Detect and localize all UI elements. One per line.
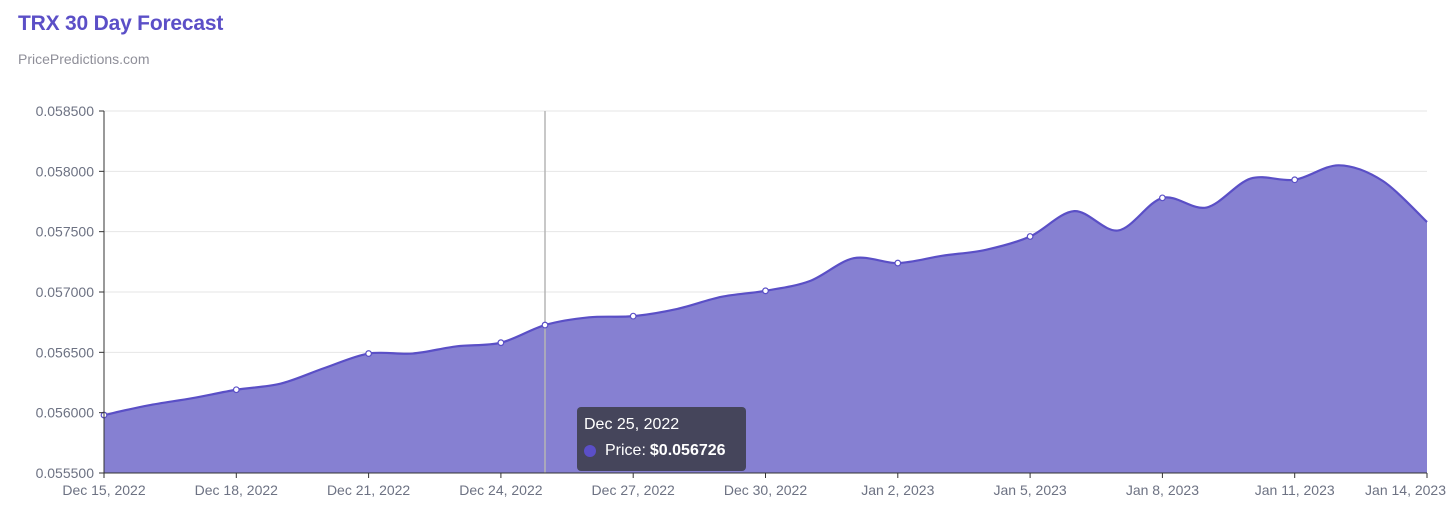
data-point[interactable] [1291, 176, 1299, 184]
x-tick-label: Dec 30, 2022 [724, 482, 807, 498]
tooltip-value: $0.056726 [649, 442, 726, 459]
x-tick-label: Dec 18, 2022 [195, 482, 278, 498]
x-tick-label: Jan 5, 2023 [994, 482, 1067, 498]
data-markers [100, 176, 1299, 419]
x-tick-label: Jan 8, 2023 [1126, 482, 1199, 498]
series-dot-icon [584, 445, 596, 457]
y-tick-label: 0.057000 [36, 284, 95, 300]
data-point[interactable] [232, 386, 240, 394]
y-tick-labels: 0.055500 0.056000 0.056500 0.057000 0.057500… [36, 103, 95, 481]
y-tick-label: 0.058500 [36, 103, 95, 119]
tooltip-label: Price: [605, 442, 646, 459]
data-point[interactable] [541, 321, 549, 329]
y-tick-label: 0.057500 [36, 224, 95, 240]
data-point[interactable] [762, 287, 769, 295]
data-point[interactable] [629, 312, 637, 320]
price-area [104, 165, 1427, 474]
x-tick-label: Dec 21, 2022 [327, 482, 410, 498]
x-tick-label: Jan 14, 2023 [1365, 482, 1446, 498]
chart-title: TRX 30 Day Forecast [18, 12, 224, 35]
x-tick-labels: Dec 15, 2022 Dec 18, 2022 Dec 21, 2022 Dec … [62, 482, 1446, 498]
tooltip-price-row: Price: $0.056726 [584, 441, 739, 461]
data-point[interactable] [1158, 194, 1166, 202]
data-point[interactable] [1026, 233, 1034, 240]
x-tick-label: Jan 11, 2023 [1255, 482, 1335, 498]
data-point[interactable] [497, 339, 505, 347]
data-point[interactable] [894, 259, 902, 267]
x-tick-label: Jan 2, 2023 [861, 482, 934, 498]
y-tick-label: 0.058000 [36, 163, 95, 179]
axes [99, 110, 1428, 478]
chart-subtitle: PricePredictions.com [18, 51, 150, 67]
data-point[interactable] [365, 350, 373, 357]
x-tick-label: Dec 24, 2022 [459, 482, 542, 498]
price-tooltip: Dec 25, 2022 Price: $0.056726 [577, 407, 746, 471]
y-tick-label: 0.055500 [36, 465, 95, 481]
x-tick-label: Dec 15, 2022 [62, 482, 145, 498]
y-tick-label: 0.056500 [36, 344, 95, 360]
tooltip-date: Dec 25, 2022 [584, 416, 680, 433]
y-tick-label: 0.056000 [36, 405, 95, 421]
x-tick-label: Dec 27, 2022 [592, 482, 675, 498]
